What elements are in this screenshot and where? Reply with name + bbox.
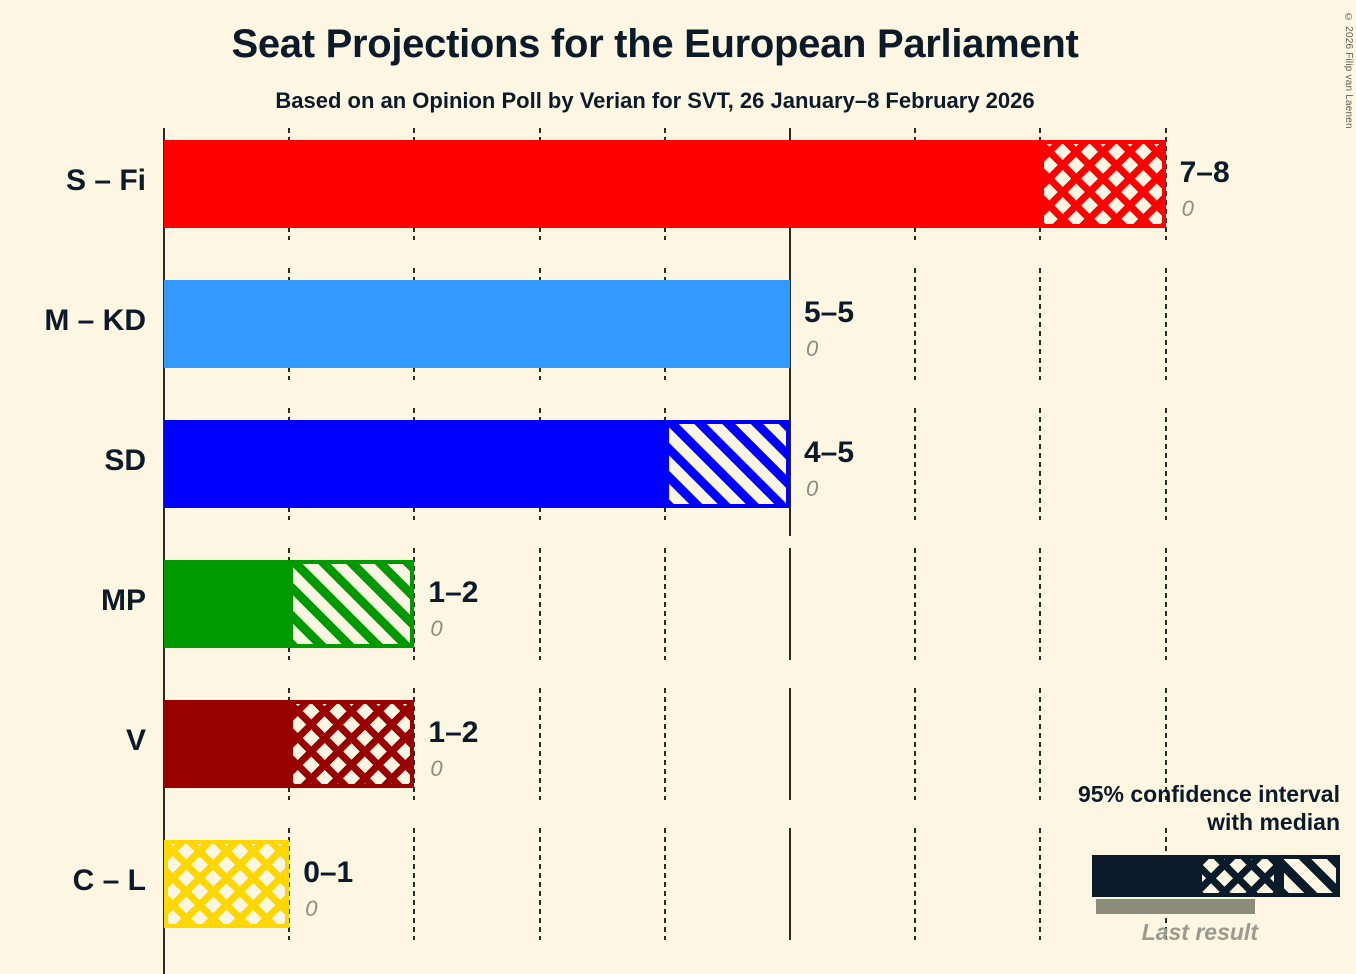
bar-confidence-segment: [1040, 140, 1166, 228]
gridline-4: [663, 548, 666, 660]
gridline-5: [789, 688, 791, 800]
gridline-7: [1039, 828, 1042, 940]
bar-confidence-segment: [289, 560, 415, 648]
bar-value-label: 1–2: [428, 716, 479, 749]
bar-category-label: S – Fi: [65, 164, 146, 197]
page-subtitle: Based on an Opinion Poll by Verian for S…: [275, 88, 1035, 113]
gridline-5: [789, 828, 791, 940]
legend-title-line2: with median: [1207, 809, 1340, 835]
bar-median-segment: [164, 280, 790, 368]
gridline-3: [538, 548, 541, 660]
bar-category-label: SD: [104, 444, 146, 477]
bar-last-result-label: 0: [305, 896, 318, 921]
gridline-7: [1039, 548, 1042, 660]
bar-confidence-segment: [289, 700, 415, 788]
gridline-4: [663, 688, 666, 800]
bar-category-label: MP: [101, 584, 146, 617]
gridline-8: [1164, 128, 1167, 240]
gridline-6: [914, 828, 917, 940]
gridline-7: [1039, 688, 1042, 800]
gridline-6: [914, 408, 917, 520]
bar-category-label: V: [125, 724, 146, 757]
gridline-2: [413, 548, 416, 660]
gridline-major-5: [789, 128, 791, 536]
bar-value-label: 5–5: [804, 296, 855, 329]
copyright-notice: © 2026 Filip van Laenen: [1343, 12, 1354, 129]
gridline-6: [914, 548, 917, 660]
bar-value-label: 4–5: [804, 436, 855, 469]
gridline-7: [1039, 268, 1042, 380]
gridline-3: [538, 828, 541, 940]
bar-last-result-label: 0: [430, 616, 443, 641]
page-title: Seat Projections for the European Parlia…: [231, 22, 1079, 66]
legend-cross-hatch-segment: [1198, 855, 1278, 897]
gridline-2: [413, 828, 416, 940]
bar-value-label: 1–2: [428, 576, 479, 609]
bar-last-result-label: 0: [806, 336, 819, 361]
gridline-0: [163, 128, 165, 974]
bar-value-label: 7–8: [1179, 156, 1230, 189]
gridline-3: [538, 688, 541, 800]
legend-title: 95% confidence interval with median: [1078, 780, 1340, 836]
gridline-7: [1039, 408, 1042, 520]
legend-title-line1: 95% confidence interval: [1077, 781, 1340, 807]
bar-median-segment: [164, 700, 290, 788]
bar-last-result-label: 0: [806, 476, 819, 501]
gridline-5: [789, 548, 791, 660]
gridline-2: [413, 688, 416, 800]
legend-confidence-swatch: [1092, 855, 1340, 897]
bar-category-label: C – L: [72, 864, 146, 897]
legend-diagonal-hatch-segment: [1280, 855, 1340, 897]
bar-category-label: M – KD: [44, 304, 146, 337]
bar-median-segment: [164, 140, 1041, 228]
bar-median-segment: [164, 420, 665, 508]
gridline-8: [1164, 408, 1167, 520]
bar-confidence-segment: [164, 840, 290, 928]
bar-last-result-label: 0: [430, 756, 443, 781]
gridline-6: [914, 268, 917, 380]
gridline-8: [1164, 688, 1167, 800]
gridline-6: [914, 688, 917, 800]
bar-median-segment: [164, 560, 290, 648]
bar-value-label: 0–1: [303, 856, 354, 889]
legend-last-result-swatch: [1096, 899, 1255, 914]
gridline-4: [663, 828, 666, 940]
bar-last-result-label: 0: [1181, 196, 1194, 221]
bar-confidence-segment: [664, 420, 790, 508]
legend-last-result-label: Last result: [1141, 919, 1258, 945]
gridline-8: [1164, 548, 1167, 660]
gridline-1: [288, 828, 291, 940]
gridline-8: [1164, 268, 1167, 380]
